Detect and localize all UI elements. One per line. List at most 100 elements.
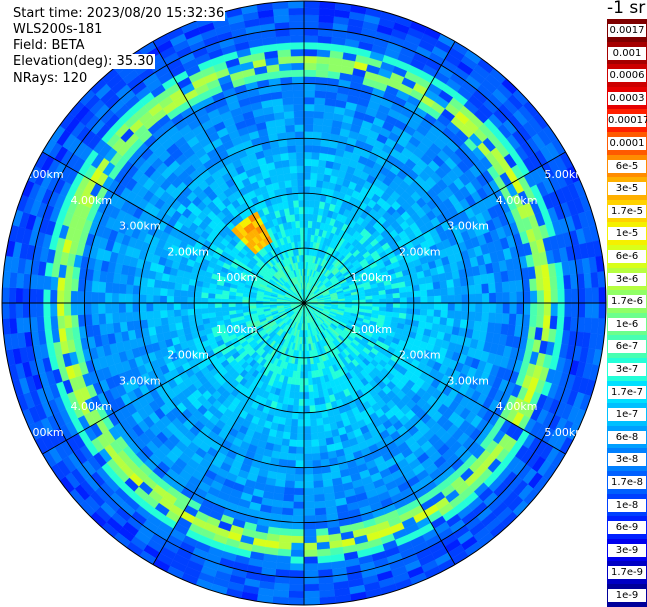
ppi-cell — [311, 453, 321, 461]
ppi-cell — [308, 213, 314, 222]
ppi-cell — [571, 302, 579, 318]
ppi-cell — [187, 302, 195, 310]
ppi-cell — [303, 460, 313, 468]
ppi-cell — [399, 307, 407, 314]
ppi-cell — [70, 302, 78, 316]
ppi-cell — [303, 570, 319, 578]
ppi-cell — [399, 292, 407, 299]
ppi-cell — [50, 315, 59, 330]
ppi-cell — [392, 292, 401, 299]
ppi-cell — [111, 292, 120, 304]
ppi-cell — [494, 282, 503, 294]
ppi-cell — [303, 467, 314, 475]
ppi-cell — [297, 426, 305, 434]
ppi-cell — [181, 321, 191, 329]
ppi-cell — [488, 302, 497, 314]
ppi-cell — [318, 159, 327, 168]
ppi-cell — [207, 297, 216, 304]
ppi-cell — [378, 294, 387, 300]
ppi-cell — [535, 315, 545, 329]
ppi-cell — [536, 302, 545, 316]
ppi-cell — [523, 302, 531, 316]
ppi-cell — [372, 298, 380, 304]
ppi-cell — [372, 294, 380, 300]
ppi-cell — [312, 131, 323, 140]
ppi-cell — [36, 316, 45, 332]
ppi-cell — [194, 291, 202, 298]
ppi-cell — [590, 317, 599, 335]
ppi-cell — [303, 522, 317, 530]
ppi-cell — [298, 398, 305, 407]
ppi-cell — [215, 311, 223, 318]
ppi-cell — [508, 313, 517, 326]
ppi-cell — [8, 302, 17, 319]
ppi-cell — [293, 494, 305, 503]
ppi-cell — [187, 308, 195, 316]
ppi-cell — [312, 138, 322, 147]
ppi-cell — [288, 597, 305, 606]
ppi-cell — [283, 424, 292, 433]
ppi-cell — [447, 294, 456, 304]
ppi-cell — [70, 314, 79, 328]
ppi-cell — [550, 289, 559, 304]
ppi-cell — [509, 291, 517, 304]
ppi-cell — [303, 227, 309, 235]
ppi-cell — [70, 278, 79, 292]
ppi-cell — [454, 310, 462, 320]
ppi-cell — [365, 302, 373, 307]
ppi-cell — [488, 282, 497, 294]
ppi-cell — [49, 289, 58, 304]
ppi-cell — [303, 55, 318, 64]
ppi-cell — [291, 522, 305, 530]
ppi-cell — [303, 144, 313, 153]
ppi-cell — [279, 451, 289, 461]
ppi-cell — [297, 412, 305, 420]
ppi-cell — [174, 315, 183, 324]
ppi-cell — [303, 96, 315, 105]
ppi-cell — [139, 285, 148, 295]
ppi-cell — [440, 287, 449, 296]
ppi-cell — [125, 302, 133, 313]
ppi-cell — [208, 312, 217, 319]
ppi-cell — [295, 460, 305, 468]
ppi-cell — [313, 104, 325, 113]
ppi-cell — [502, 292, 511, 304]
ppi-cell — [288, 439, 297, 448]
ppi-cell — [461, 302, 469, 312]
ppi-cell — [508, 280, 517, 293]
ppi-cell — [488, 292, 497, 304]
ppi-cell — [166, 302, 174, 311]
ppi-cell — [36, 274, 45, 290]
ppi-cell — [286, 459, 296, 468]
ppi-cell — [279, 528, 293, 537]
ppi-cell — [299, 371, 305, 379]
ppi-cell — [303, 35, 319, 43]
ppi-cell — [482, 293, 490, 304]
ppi-cell — [303, 556, 318, 564]
ppi-cell — [132, 302, 140, 313]
ppi-cell — [235, 299, 243, 304]
ppi-cell — [317, 555, 332, 564]
ppi-cell — [417, 277, 427, 285]
ppi-cell — [22, 288, 30, 304]
ppi-cell — [303, 76, 317, 84]
ppi-cell — [446, 317, 455, 327]
ppi-cell — [313, 397, 321, 406]
ppi-cell — [317, 562, 333, 571]
ppi-cell — [318, 14, 335, 24]
ppi-cell — [578, 288, 586, 304]
ppi-cell — [132, 311, 141, 322]
ppi-cell — [29, 302, 37, 318]
ppi-cell — [146, 318, 156, 328]
ppi-cell — [317, 431, 326, 440]
ppi-cell — [447, 287, 455, 296]
ppi-cell — [180, 315, 189, 323]
ppi-cell — [15, 302, 24, 319]
ppi-cell — [571, 288, 579, 304]
ppi-cell — [312, 124, 323, 133]
ppi-cell — [309, 179, 318, 188]
ppi-cell — [319, 145, 329, 155]
ppi-cell — [132, 284, 141, 295]
ppi-cell — [303, 21, 319, 29]
ppi-cell — [461, 294, 469, 304]
